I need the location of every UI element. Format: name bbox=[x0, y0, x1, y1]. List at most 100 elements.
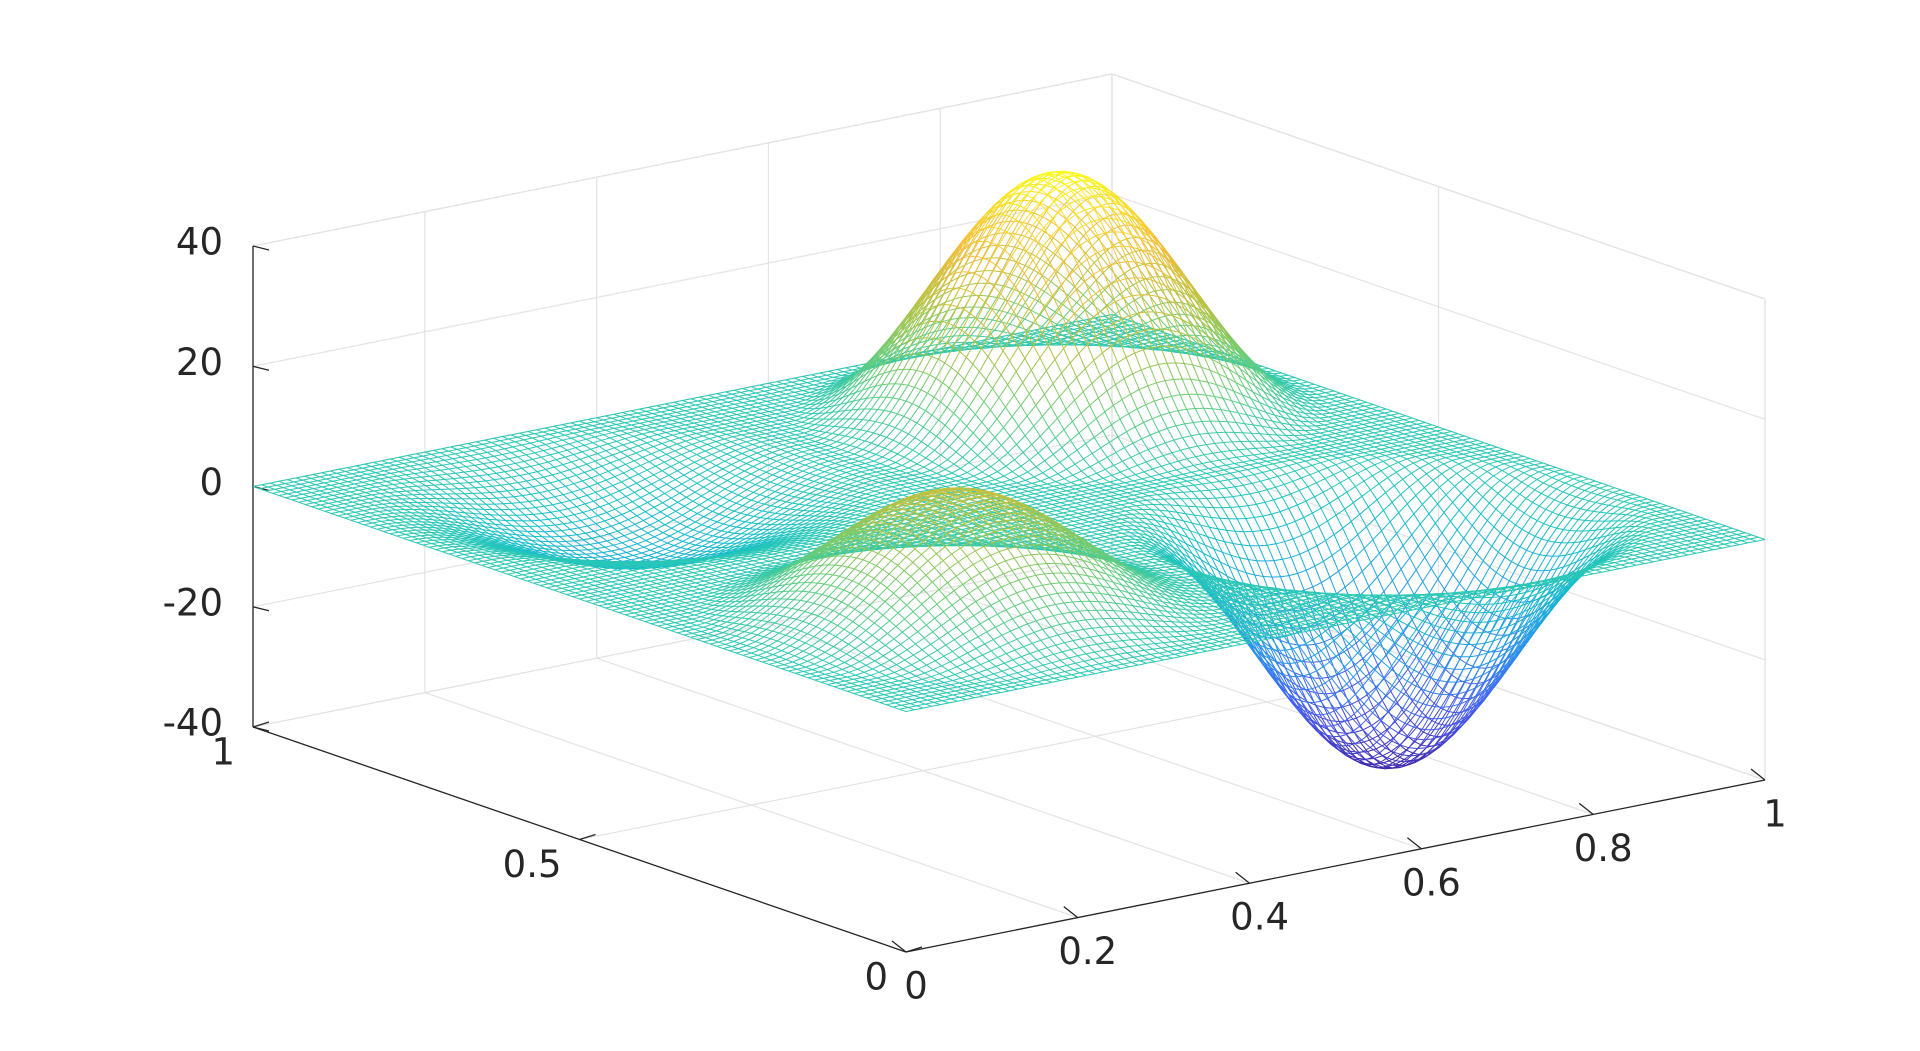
mesh-segment bbox=[637, 425, 647, 428]
mesh-segment bbox=[360, 469, 370, 473]
mesh-segment bbox=[407, 468, 417, 471]
mesh-segment bbox=[821, 455, 831, 460]
mesh-segment bbox=[680, 416, 690, 420]
mesh-segment bbox=[1364, 418, 1374, 421]
mesh-segment bbox=[338, 468, 346, 472]
mesh-segment bbox=[666, 450, 676, 455]
mesh-segment bbox=[628, 412, 638, 416]
mesh-segment bbox=[1120, 326, 1128, 330]
mesh-segment bbox=[680, 404, 688, 408]
mesh-segment bbox=[603, 434, 611, 439]
mesh-segment bbox=[648, 436, 656, 441]
mesh-segment bbox=[754, 455, 764, 460]
mesh-segment bbox=[1022, 341, 1031, 344]
mesh-segment bbox=[1399, 425, 1409, 429]
mesh-segment bbox=[1412, 431, 1420, 435]
mesh-segment bbox=[433, 449, 441, 454]
mesh-segment bbox=[712, 401, 720, 405]
mesh-segment bbox=[1423, 424, 1433, 427]
mesh-segment bbox=[1338, 395, 1348, 398]
mesh-segment bbox=[1124, 268, 1132, 274]
mesh-segment bbox=[1317, 406, 1326, 408]
mesh-segment bbox=[1337, 427, 1346, 430]
mesh-segment bbox=[506, 464, 514, 471]
mesh-segment bbox=[691, 440, 701, 445]
mesh-segment bbox=[796, 399, 806, 403]
mesh-segment bbox=[841, 449, 848, 453]
mesh-segment bbox=[659, 449, 667, 455]
mesh-segment bbox=[1039, 343, 1049, 346]
mesh-segment bbox=[484, 439, 492, 443]
mesh-segment bbox=[343, 473, 353, 476]
mesh-segment bbox=[894, 383, 902, 385]
mesh-segment bbox=[992, 270, 1002, 273]
mesh-segment bbox=[845, 453, 855, 458]
mesh-segment bbox=[754, 459, 762, 463]
mesh-segment bbox=[664, 488, 674, 494]
mesh-segment bbox=[881, 411, 892, 424]
mesh-segment bbox=[620, 448, 630, 453]
mesh-segment bbox=[579, 420, 587, 424]
mesh-segment bbox=[1314, 396, 1324, 399]
mesh-segment bbox=[655, 493, 665, 499]
mesh-segment bbox=[629, 445, 639, 450]
mesh-segment bbox=[683, 470, 693, 476]
mesh-segment bbox=[775, 397, 784, 401]
mesh-segment bbox=[745, 412, 753, 416]
mesh-segment bbox=[1336, 400, 1344, 404]
mesh-segment bbox=[726, 432, 736, 435]
mesh-segment bbox=[892, 397, 900, 400]
mesh-segment bbox=[456, 448, 464, 453]
mesh-segment bbox=[688, 482, 698, 489]
mesh-segment bbox=[766, 385, 776, 388]
mesh-segment bbox=[753, 394, 763, 398]
mesh-segment bbox=[562, 424, 569, 428]
mesh-segment bbox=[765, 467, 775, 473]
mesh-segment bbox=[786, 434, 796, 437]
x-axis-line bbox=[905, 779, 1766, 953]
mesh-segment bbox=[858, 438, 866, 442]
mesh-segment bbox=[742, 473, 752, 480]
mesh-segment bbox=[674, 428, 684, 432]
mesh-segment bbox=[793, 424, 800, 428]
mesh-segment bbox=[1179, 349, 1189, 355]
mesh-segment bbox=[768, 397, 776, 401]
mesh-segment bbox=[754, 439, 762, 443]
mesh-segment bbox=[786, 420, 796, 423]
mesh-segment bbox=[655, 437, 665, 441]
mesh-segment bbox=[586, 491, 596, 496]
mesh-segment bbox=[418, 464, 426, 469]
mesh-segment bbox=[1095, 323, 1103, 330]
mesh-segment bbox=[781, 385, 791, 389]
mesh-segment bbox=[711, 450, 721, 455]
mesh-segment bbox=[414, 473, 422, 478]
mesh-segment bbox=[463, 471, 471, 478]
mesh-segment bbox=[811, 386, 821, 390]
mesh-segment bbox=[825, 431, 833, 434]
mesh-segment bbox=[483, 461, 492, 465]
mesh-segment bbox=[1013, 335, 1021, 342]
mesh-segment bbox=[1332, 435, 1342, 438]
mesh-segment bbox=[737, 467, 745, 472]
mesh-segment bbox=[679, 461, 687, 467]
mesh-segment bbox=[666, 453, 674, 459]
mesh-segment bbox=[500, 483, 510, 486]
mesh-segment bbox=[790, 399, 798, 403]
mesh-segment bbox=[741, 449, 751, 454]
mesh-segment bbox=[1321, 398, 1330, 401]
mesh-segment bbox=[1395, 419, 1404, 422]
mesh-segment bbox=[713, 473, 721, 478]
mesh-segment bbox=[1073, 180, 1083, 182]
mesh-segment bbox=[679, 492, 687, 498]
mesh-segment bbox=[735, 446, 745, 451]
mesh-segment bbox=[648, 457, 659, 463]
mesh-segment bbox=[1104, 333, 1114, 340]
mesh-segment bbox=[771, 435, 779, 439]
mesh-segment bbox=[735, 450, 743, 454]
mesh-segment bbox=[1131, 333, 1141, 336]
mesh-segment bbox=[826, 449, 833, 453]
mesh-segment bbox=[386, 466, 394, 470]
mesh-segment bbox=[690, 478, 698, 484]
mesh-segment bbox=[763, 455, 771, 459]
mesh-segment bbox=[1101, 319, 1109, 323]
